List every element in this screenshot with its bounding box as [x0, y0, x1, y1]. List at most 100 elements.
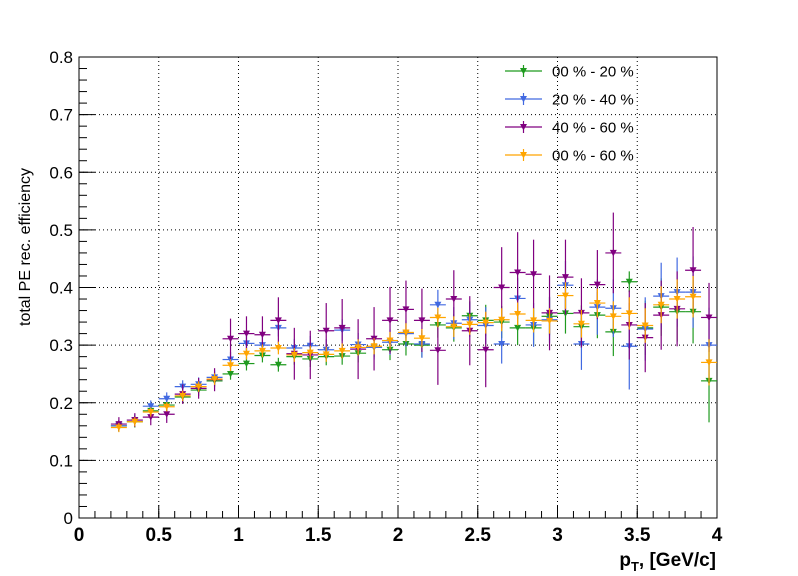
series-4: [110, 275, 717, 433]
data-point: [274, 345, 282, 352]
data-point: [609, 313, 617, 320]
y-tick-label: 0.1: [49, 451, 73, 470]
legend-marker: [520, 96, 527, 103]
x-tick-label: 0: [74, 525, 85, 546]
data-point: [306, 349, 314, 357]
data-point: [338, 324, 346, 332]
data-point: [689, 293, 697, 301]
data-point: [434, 301, 442, 309]
data-point: [147, 414, 155, 421]
data-point: [402, 306, 410, 313]
data-point: [434, 347, 442, 354]
data-point: [482, 346, 490, 354]
legend-label: 40 % - 60 %: [552, 120, 634, 137]
legend-marker: [520, 124, 527, 131]
y-tick-label: 0.4: [49, 279, 73, 298]
data-point: [418, 335, 426, 342]
data-point: [482, 319, 490, 327]
data-point: [131, 418, 139, 426]
legend-marker: [520, 68, 527, 75]
data-point: [705, 359, 713, 366]
x-axis-title-rest: , [GeV/c]: [639, 550, 716, 571]
data-point: [593, 281, 601, 289]
legend-label: 00 % - 60 %: [552, 148, 634, 165]
data-point: [402, 329, 410, 336]
y-tick-label: 0.5: [49, 221, 73, 240]
data-point: [211, 376, 219, 383]
data-point: [386, 317, 394, 324]
x-tick-label: 3: [552, 525, 563, 546]
legend-item: 40 % - 60 %: [505, 120, 634, 137]
data-point: [274, 317, 282, 324]
data-point: [242, 330, 250, 338]
y-tick-label: 0.8: [49, 48, 73, 67]
data-point: [514, 324, 522, 332]
data-point: [514, 269, 522, 277]
grid: [79, 57, 717, 518]
legend: 00 % - 20 % 20 % - 40 % 40 % - 60 % 00 % - …: [505, 64, 634, 165]
data-point: [514, 311, 522, 318]
series-layer: [110, 212, 717, 433]
legend-label: 00 % - 20 %: [552, 64, 634, 81]
data-point: [322, 351, 330, 358]
x-tick-label: 4: [712, 525, 723, 546]
data-point: [386, 337, 394, 345]
data-point: [498, 340, 506, 348]
data-point: [498, 316, 506, 324]
legend-item: 20 % - 40 %: [505, 92, 634, 109]
data-point: [498, 284, 506, 291]
data-point: [561, 292, 569, 300]
y-tick-label: 0.6: [49, 163, 73, 182]
data-point: [338, 347, 346, 355]
series-3: [110, 212, 717, 431]
data-point: [689, 267, 697, 274]
data-point: [195, 383, 203, 391]
x-axis-title-main: p: [619, 550, 631, 571]
data-point: [322, 327, 330, 335]
data-point: [242, 350, 250, 358]
data-point: [673, 296, 681, 303]
data-point: [163, 403, 171, 411]
data-point: [354, 344, 362, 351]
data-point: [274, 361, 282, 369]
data-point: [147, 403, 155, 410]
data-point: [179, 392, 187, 400]
y-tick-label: 0.2: [49, 394, 73, 413]
data-point: [466, 321, 474, 328]
legend-item: 00 % - 60 %: [505, 148, 634, 165]
data-point: [561, 274, 569, 281]
data-point: [147, 408, 155, 416]
x-tick-label: 1: [233, 525, 244, 546]
x-tick-label: 0.5: [146, 525, 173, 546]
x-axis-title-sub: T: [631, 559, 639, 574]
y-axis: 0 0.1 0.2 0.3 0.4 0.5 0.6 0.7 0.8: [49, 48, 95, 528]
data-point: [163, 411, 171, 418]
y-axis-title: total PE rec. efficiency: [17, 168, 34, 326]
data-point: [258, 347, 266, 355]
y-tick-label: 0: [64, 509, 73, 528]
series-1: [110, 271, 717, 432]
data-point: [242, 360, 250, 368]
data-point: [115, 424, 123, 432]
x-tick-label: 2.5: [465, 525, 492, 546]
data-point: [227, 370, 235, 378]
x-tick-label: 2: [393, 525, 404, 546]
x-tick-label: 3.5: [624, 525, 651, 546]
data-point: [227, 335, 235, 343]
data-point: [450, 296, 458, 303]
data-point: [290, 351, 298, 359]
data-point: [450, 323, 458, 331]
x-axis: 0 0.5 1 1.5 2 2.5 3 3.5 4: [74, 505, 723, 546]
y-tick-label: 0.7: [49, 106, 73, 125]
y-tick-label: 0.3: [49, 336, 73, 355]
data-point: [625, 278, 633, 286]
data-point: [434, 314, 442, 321]
data-point: [641, 322, 649, 330]
data-point: [418, 317, 426, 324]
data-point: [258, 331, 266, 339]
legend-marker: [520, 152, 527, 159]
data-point: [625, 310, 633, 317]
data-point: [163, 395, 171, 403]
data-point: [530, 271, 538, 278]
